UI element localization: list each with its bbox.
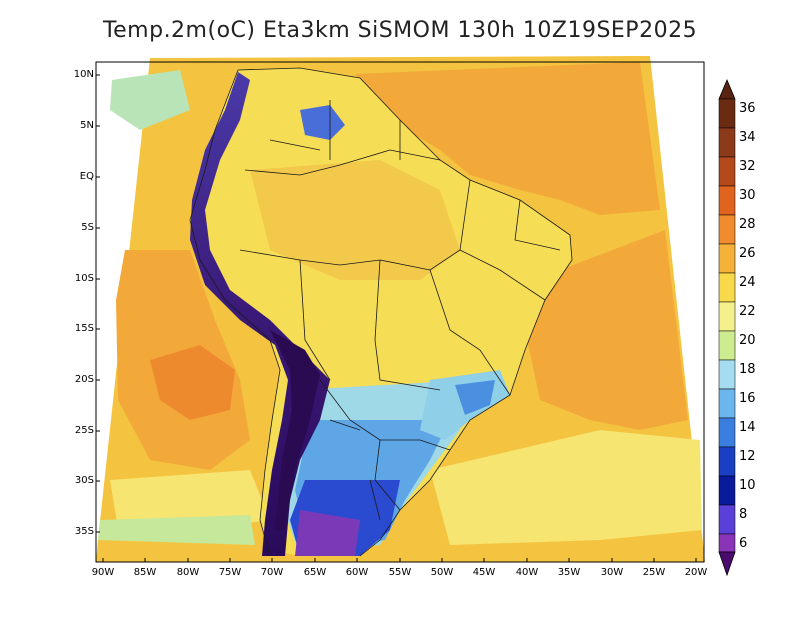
colorbar-label: 32 — [739, 159, 756, 174]
colorbar — [718, 78, 736, 577]
colorbar-bin — [718, 272, 736, 303]
colorbar-bin — [718, 243, 736, 274]
colorbar-label: 6 — [739, 536, 748, 551]
colorbar-bin — [718, 475, 736, 506]
colorbar-bin — [718, 504, 736, 535]
lon-label: 90W — [91, 567, 115, 578]
lon-label: 85W — [133, 567, 157, 578]
colorbar-bin — [718, 330, 736, 361]
colorbar-label: 18 — [739, 362, 756, 377]
lat-label: 10S — [74, 273, 94, 284]
southeast-cool-inner — [455, 380, 495, 415]
colorbar-bin — [718, 156, 736, 187]
colorbar-bin — [718, 214, 736, 245]
lon-label: 75W — [218, 567, 242, 578]
lat-label: 20S — [74, 374, 94, 385]
amazon-warm — [250, 160, 460, 280]
pacific-cool-strip — [98, 515, 255, 545]
lat-label: 25S — [74, 425, 94, 436]
colorbar-label: 20 — [739, 333, 756, 348]
lon-label: 70W — [260, 567, 284, 578]
lat-label: 15S — [74, 323, 94, 334]
lon-label: 80W — [176, 567, 200, 578]
colorbar-top-arrow — [718, 78, 736, 100]
lon-label: 45W — [472, 567, 496, 578]
lat-ticks — [96, 74, 100, 533]
colorbar-label: 34 — [739, 130, 756, 145]
colorbar-bottom-arrow — [718, 551, 736, 577]
guiana-highlands-cool — [300, 105, 345, 140]
lon-label: 35W — [557, 567, 581, 578]
colorbar-label: 10 — [739, 478, 756, 493]
andes-core — [270, 330, 320, 530]
borders — [189, 67, 573, 557]
lon-label: 60W — [345, 567, 369, 578]
colorbar-label: 26 — [739, 246, 756, 261]
nw-pacific-cool — [110, 70, 190, 130]
lon-label: 30W — [600, 567, 624, 578]
colorbar-bin — [718, 98, 736, 129]
colorbar-label: 22 — [739, 304, 756, 319]
colorbar-bin — [718, 301, 736, 332]
atlantic-warm-north — [355, 62, 660, 215]
lat-label: 30S — [74, 475, 94, 486]
colorbar-label: 12 — [739, 449, 756, 464]
colorbar-bin — [718, 388, 736, 419]
colorbar-bin — [718, 417, 736, 448]
lon-label: 20W — [684, 567, 708, 578]
lat-label: 10N — [73, 69, 94, 80]
lon-label: 65W — [303, 567, 327, 578]
colorbar-bin — [718, 359, 736, 390]
lon-label: 55W — [388, 567, 412, 578]
lat-label: 5N — [80, 120, 94, 131]
colorbar-bin — [718, 446, 736, 477]
atlantic-warm-south — [525, 230, 688, 430]
colorbar-bin — [718, 185, 736, 216]
colorbar-label: 16 — [739, 391, 756, 406]
colorbar-label: 36 — [739, 101, 756, 116]
lat-label: 5S — [81, 222, 94, 233]
lon-label: 40W — [515, 567, 539, 578]
lon-label: 50W — [430, 567, 454, 578]
map-title: Temp.2m(oC) Eta3km SiSMOM 130h 10Z19SEP2… — [102, 18, 698, 43]
colorbar-bin — [718, 127, 736, 158]
colorbar-label: 8 — [739, 507, 748, 522]
lat-label: EQ — [79, 171, 94, 182]
south-cool-8 — [295, 510, 360, 556]
colorbar-label: 30 — [739, 188, 756, 203]
colorbar-label: 28 — [739, 217, 756, 232]
colorbar-label: 24 — [739, 275, 756, 290]
pacific-hot-patch — [150, 345, 235, 420]
lon-label: 25W — [642, 567, 666, 578]
colorbar-label: 14 — [739, 420, 756, 435]
colorbar-bin — [718, 533, 736, 553]
lon-ticks — [102, 558, 697, 562]
south-atlantic-mild — [430, 430, 702, 545]
lat-label: 35S — [74, 526, 94, 537]
